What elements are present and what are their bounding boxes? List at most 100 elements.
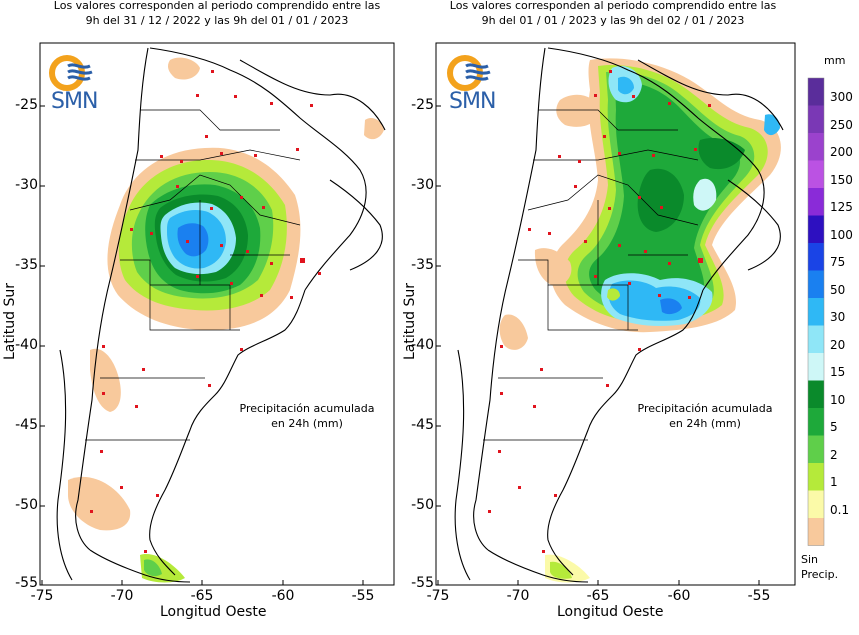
station (142, 368, 145, 371)
panel-2-prov-line (527, 174, 699, 226)
station (694, 148, 697, 151)
panel-2-area-10mm (637, 168, 684, 232)
panel-1-south-coast (89, 549, 191, 583)
station (246, 250, 249, 253)
panel-2-ytick: -45 (411, 417, 434, 433)
station (628, 282, 631, 285)
panel-2-map (435, 42, 796, 586)
station (660, 206, 663, 209)
panel-1-ytick: -30 (15, 177, 38, 193)
station (652, 154, 655, 157)
station (240, 196, 243, 199)
panel-2-xtick: -60 (667, 588, 691, 604)
panel-1-area-50mm (177, 223, 209, 257)
station (310, 104, 313, 107)
panel-1-chile-coast (56, 349, 73, 581)
panel-2-province-lines (483, 109, 699, 441)
legend-swatch (808, 160, 824, 188)
panel-1-prov-line (140, 109, 280, 131)
panel-1-ytick-marks (40, 105, 45, 586)
station (688, 296, 691, 299)
panel-1-note-line2: en 24h (mm) (271, 417, 343, 430)
panel-1-title: Los valores corresponden al periodo comp… (40, 0, 394, 28)
panel-1-title-line1: Los valores corresponden al periodo comp… (53, 0, 381, 12)
panel-1-ytick: -50 (15, 497, 38, 513)
panel-1-north-border (149, 47, 367, 291)
panel-2-area-15mm-east (693, 178, 717, 211)
legend-swatch (808, 133, 824, 161)
station (528, 228, 531, 231)
station (156, 494, 159, 497)
panel-1-note: Precipitación acumulada en 24h (mm) (232, 401, 382, 431)
panel-2-ytick: -25 (411, 97, 434, 113)
station (554, 494, 557, 497)
station (658, 294, 661, 297)
panel-1-precip-fields (68, 57, 384, 583)
panel-2-xtick: -75 (426, 588, 450, 604)
station (698, 258, 703, 263)
station (90, 510, 93, 513)
station (234, 95, 237, 98)
legend-no-precip: Sin Precip. (801, 552, 838, 582)
legend-label: 300 (830, 90, 853, 104)
station (262, 206, 265, 209)
station (144, 550, 147, 553)
panel-2-ytick: -40 (411, 337, 434, 353)
legend-label: 15 (830, 365, 846, 379)
station (668, 262, 671, 265)
station (603, 135, 606, 138)
station (488, 510, 491, 513)
legend-swatch (808, 435, 824, 463)
station (558, 155, 561, 158)
station (318, 272, 321, 275)
panel-2-prov-line (547, 285, 638, 331)
legend-label: 50 (830, 282, 846, 297)
station (270, 262, 273, 265)
panel-1-map (39, 42, 395, 586)
station (120, 486, 123, 489)
legend-label: 200 (830, 145, 853, 159)
panel-2-logo-waves-icon (465, 63, 491, 81)
panel-1-prov-line (149, 285, 240, 331)
station (540, 368, 543, 371)
panel-2-ytick: -35 (411, 257, 434, 273)
panel-2-paraguay-border (637, 59, 784, 131)
station (500, 345, 503, 348)
legend-swatch (808, 490, 824, 518)
station (638, 348, 641, 351)
legend-swatch (808, 408, 824, 436)
legend-swatch (808, 518, 824, 546)
station (186, 240, 189, 243)
panel-2-north-border (547, 47, 765, 291)
station (220, 152, 223, 155)
legend-label: 20 (830, 337, 846, 352)
panel-2-area-trace-patagonia (499, 314, 528, 350)
panel-2-xtick: -70 (506, 588, 530, 604)
panel-2-area-trace-w (534, 248, 572, 286)
station (606, 384, 609, 387)
panel-2-area-1mm-spot (607, 288, 620, 301)
station (254, 154, 257, 157)
legend-swatch (808, 243, 824, 271)
tick-marks (40, 105, 760, 586)
station (542, 550, 545, 553)
legend-swatch (808, 325, 824, 353)
legend-label: 100 (830, 227, 853, 242)
legend-swatch (808, 270, 824, 298)
station (296, 148, 299, 151)
panel-1-logo-text: SMN (51, 89, 98, 114)
station (533, 405, 536, 408)
panel-2-ytick: -55 (411, 575, 434, 591)
panel-1-stations (90, 70, 321, 553)
panel-2-stations (488, 70, 711, 553)
legend-swatch (808, 188, 824, 216)
legend-swatch (808, 78, 824, 106)
station (176, 185, 179, 188)
panel-1-xtick: -65 (190, 588, 214, 604)
station (102, 392, 105, 395)
panel-1-boundaries (56, 47, 386, 583)
station (618, 152, 621, 155)
station (100, 450, 103, 453)
station (300, 258, 305, 263)
